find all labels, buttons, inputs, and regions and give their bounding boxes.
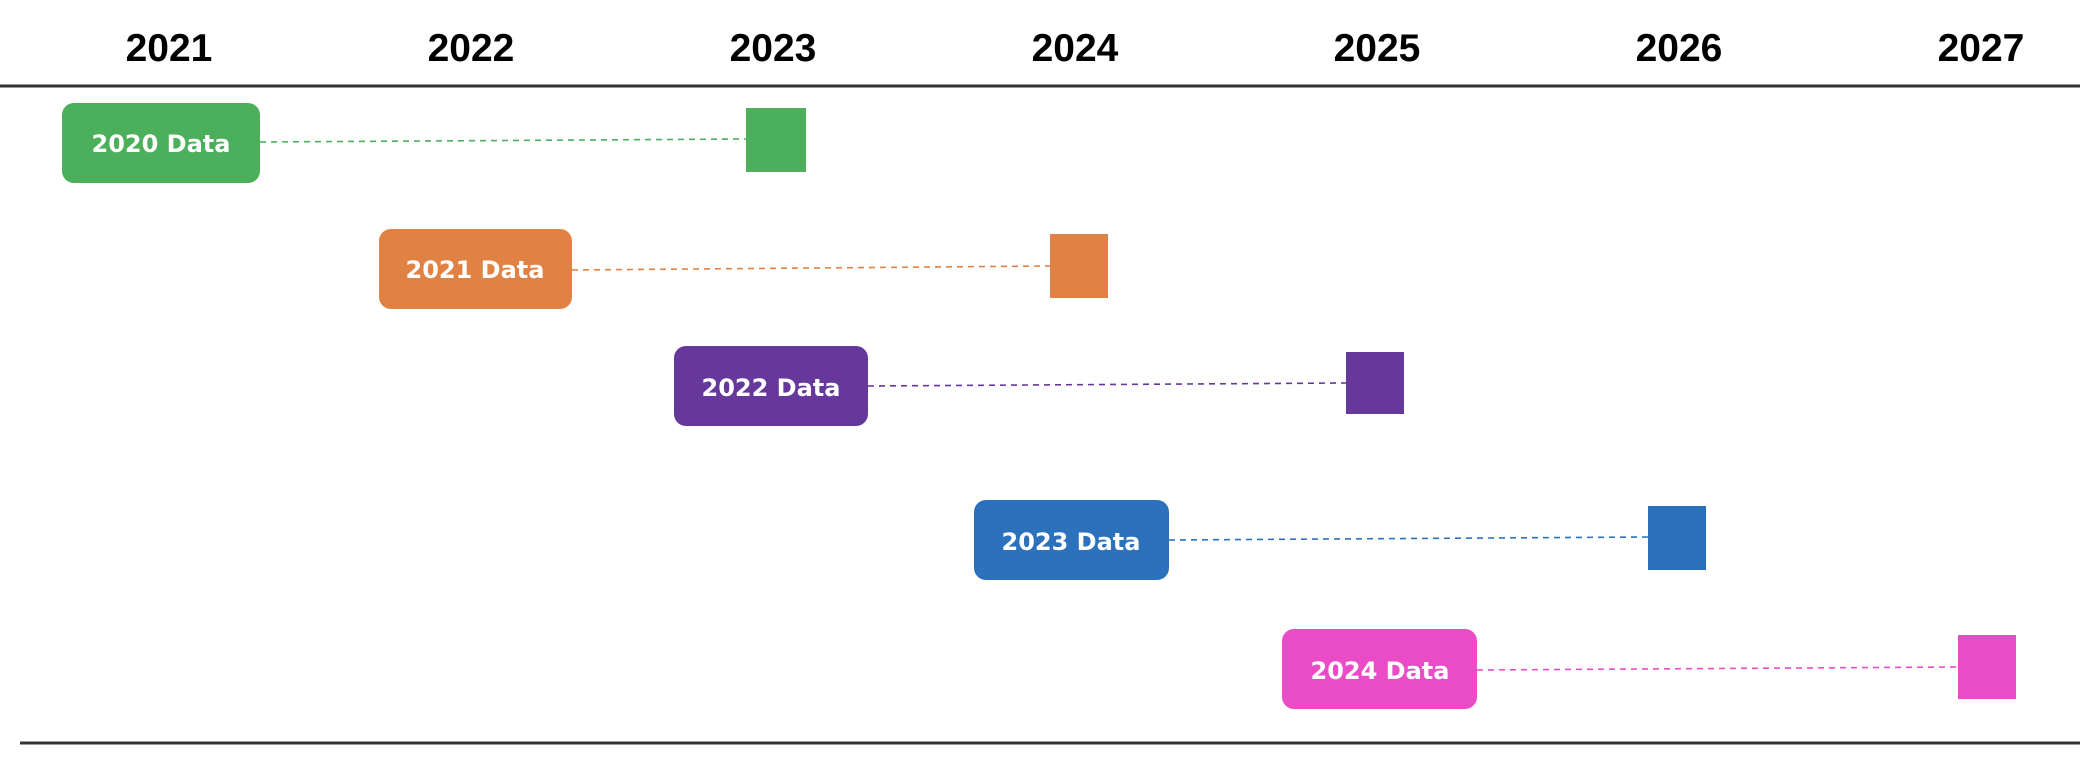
data-label-box [974,500,1169,580]
connector-line [1476,666,1959,671]
connector-line [571,265,1051,271]
data-label-text: 2021 Data [406,256,545,284]
connector-line [259,138,747,143]
year-header: 2021 2022 2023 2024 2025 2026 2027 [126,27,2025,70]
data-label-box [674,346,868,426]
end-marker-square [1648,506,1706,570]
timeline-row: 2024 Data [1282,629,2016,709]
timeline-row: 2023 Data [974,500,1706,580]
connector-line [867,382,1347,387]
data-label-text: 2023 Data [1002,528,1141,556]
end-marker-square [1958,635,2016,699]
end-marker-square [1346,352,1404,414]
data-label-text: 2022 Data [702,374,841,402]
year-label-2023: 2023 [730,27,817,70]
year-label-2022: 2022 [428,27,515,70]
end-marker-square [1050,234,1108,298]
connector-line [1168,536,1649,541]
timeline-row: 2021 Data [379,229,1108,309]
timeline-row: 2022 Data [674,346,1404,426]
year-label-2027: 2027 [1938,27,2025,70]
data-label-box [62,103,260,183]
year-label-2024: 2024 [1032,27,1119,70]
data-label-box [379,229,572,309]
year-label-2026: 2026 [1636,27,1723,70]
year-label-2021: 2021 [126,27,213,70]
year-label-2025: 2025 [1334,27,1421,70]
timeline-row: 2020 Data [62,103,806,183]
data-label-box [1282,629,1477,709]
end-marker-square [746,108,806,172]
data-label-text: 2020 Data [92,130,231,158]
data-label-text: 2024 Data [1311,657,1450,685]
